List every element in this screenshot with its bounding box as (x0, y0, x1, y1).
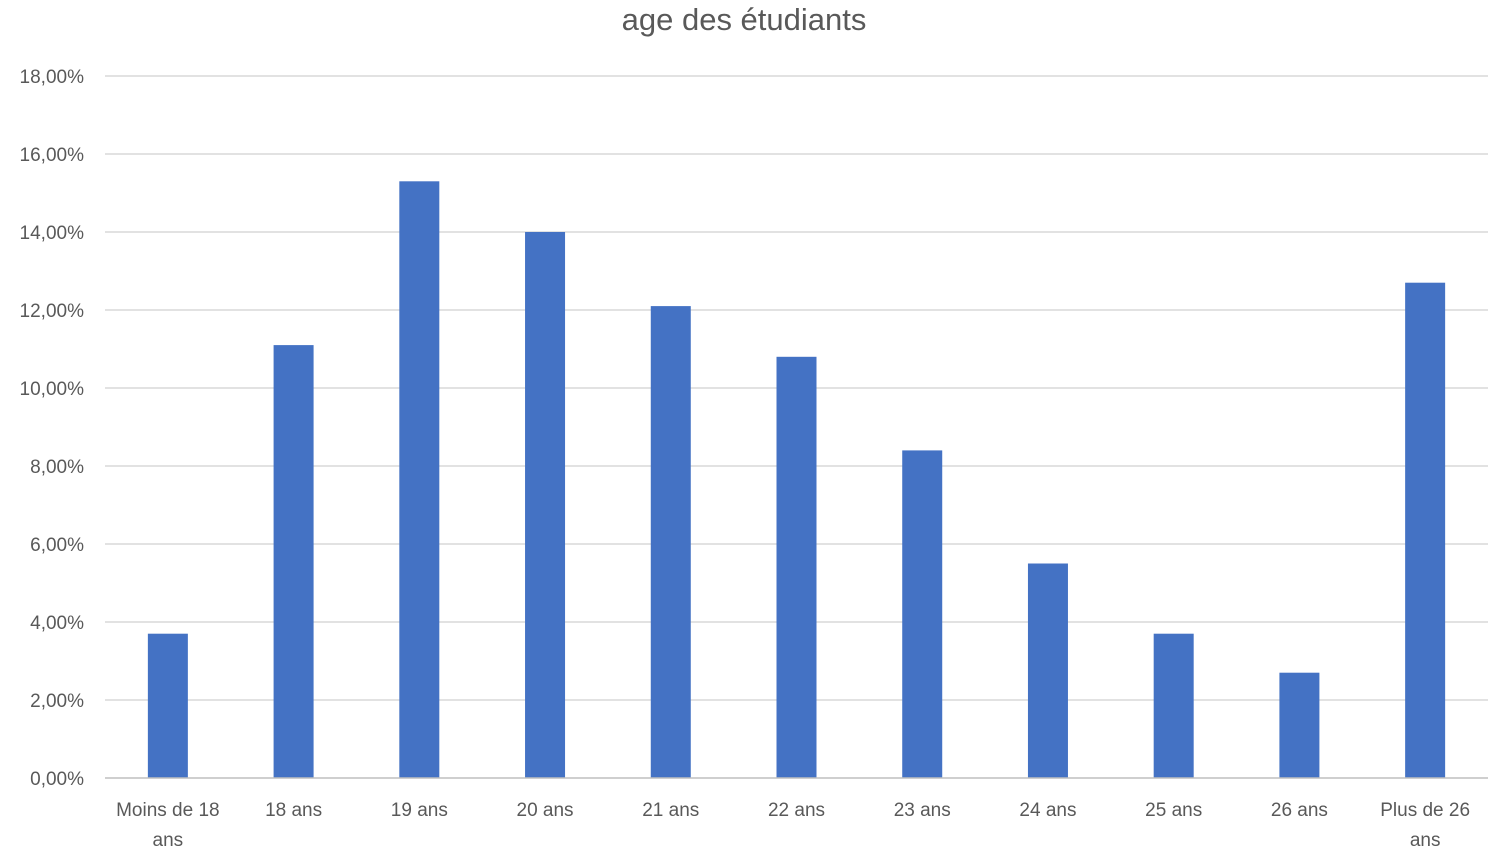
x-tick-label: Plus de 26 (1380, 800, 1470, 821)
x-tick-label: 25 ans (1145, 800, 1202, 821)
x-tick-label: ans (1410, 830, 1441, 851)
bar (399, 181, 440, 779)
y-tick-label: 10,00% (20, 379, 85, 400)
x-tick-label: 23 ans (894, 800, 951, 821)
y-tick-label: 8,00% (30, 457, 84, 478)
y-axis-ticks: 0,00% 2,00% 4,00% 6,00% 8,00% 10,00% 12,00% 14,… (20, 67, 85, 790)
bar (525, 232, 566, 778)
y-tick-label: 4,00% (30, 613, 84, 634)
x-tick-label: 26 ans (1271, 800, 1328, 821)
bar (776, 356, 817, 778)
chart-title: age des étudiants (621, 2, 867, 37)
x-tick-label: ans (153, 830, 184, 851)
bar (1027, 563, 1068, 778)
bar (147, 633, 188, 778)
x-axis-labels: Moins de 18 ans 18 ans 19 ans 20 ans 21 ans 22… (116, 800, 1470, 851)
y-tick-label: 18,00% (20, 67, 85, 88)
bar (1405, 282, 1446, 778)
bar (1153, 633, 1194, 778)
x-tick-label: 24 ans (1019, 800, 1076, 821)
x-tick-label: 18 ans (265, 800, 322, 821)
y-tick-label: 0,00% (30, 769, 84, 790)
bar (273, 345, 314, 778)
bar (902, 450, 943, 778)
y-tick-label: 16,00% (20, 145, 85, 166)
y-tick-label: 14,00% (20, 223, 85, 244)
y-tick-label: 2,00% (30, 691, 84, 712)
x-tick-label: 20 ans (517, 800, 574, 821)
bar (650, 306, 691, 778)
y-tick-label: 6,00% (30, 535, 84, 556)
x-tick-label: 22 ans (768, 800, 825, 821)
y-tick-label: 12,00% (20, 301, 85, 322)
bar (1279, 672, 1320, 778)
x-tick-label: 19 ans (391, 800, 448, 821)
bars (147, 181, 1446, 779)
x-tick-label: 21 ans (642, 800, 699, 821)
x-tick-label: Moins de 18 (116, 800, 220, 821)
